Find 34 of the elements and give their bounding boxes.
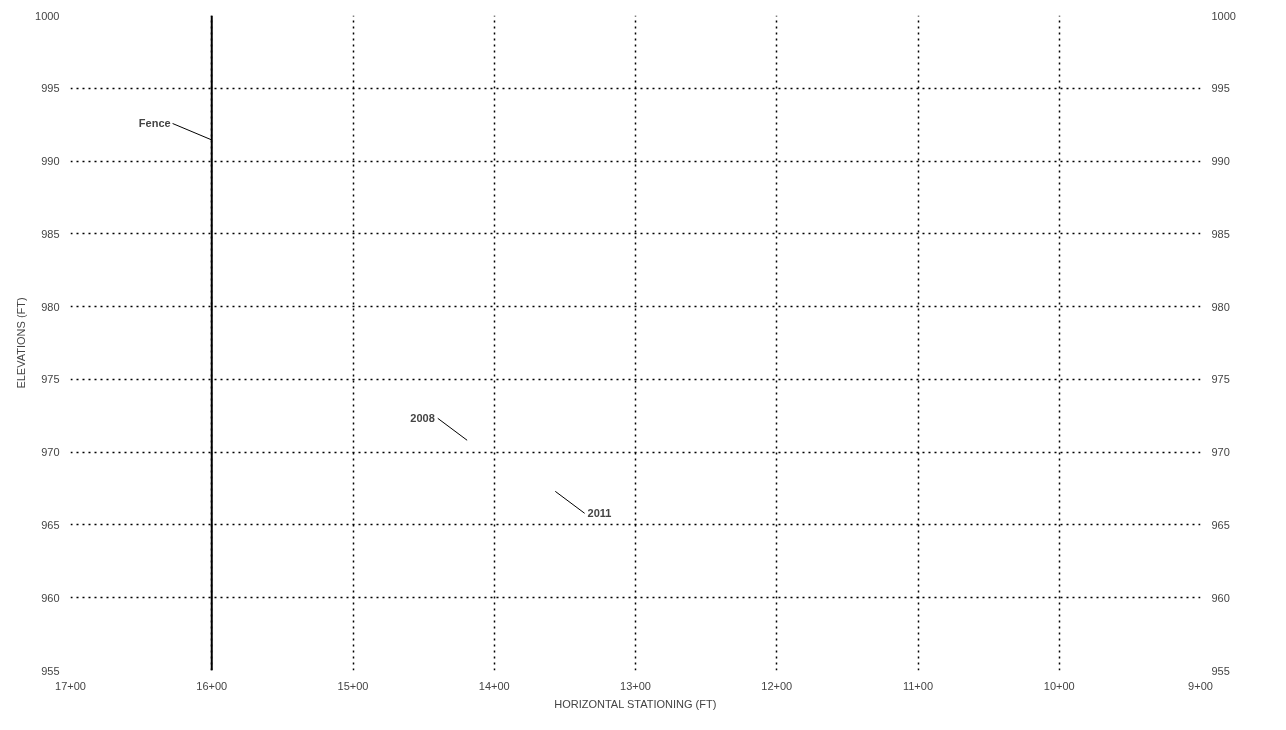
y-tick-label: 995 [41,82,60,95]
y2-tick-label: 965 [1211,518,1230,531]
x-tick-label: 13+00 [620,679,651,692]
y-tick-label: 1000 [35,9,60,22]
y-tick-label: 970 [41,446,60,459]
x-tick-label: 11+00 [902,679,934,692]
y-tick-label: 985 [41,227,60,240]
y2-tick-label: 975 [1211,373,1230,386]
y2-tick-label: 955 [1211,664,1230,677]
x-axis-title: HORIZONTAL STATIONING (FT) [554,697,717,710]
x-tick-label: 9+00 [1188,679,1213,692]
x-tick-label: 10+00 [1043,679,1075,692]
y-tick-label: 990 [41,155,60,168]
ref-line-label: Fence [138,117,171,130]
y2-tick-label: 990 [1211,155,1230,168]
y2-tick-label: 1000 [1211,9,1236,22]
y2-tick-label: 970 [1211,446,1230,459]
y2-tick-label: 980 [1211,300,1230,313]
x-tick-label: 16+00 [196,679,228,692]
y-axis-title: ELEVATIONS (FT) [15,297,28,389]
y-tick-label: 980 [41,300,60,313]
x-tick-label: 15+00 [337,679,369,692]
x-tick-label: 17+00 [55,679,86,692]
annotation: 2008 [410,412,435,425]
y2-tick-label: 960 [1211,591,1230,604]
y-tick-label: 960 [41,591,60,604]
y2-tick-label: 995 [1211,82,1230,95]
y-tick-label: 955 [41,664,60,677]
x-tick-label: 14+00 [478,679,510,692]
y-tick-label: 965 [41,518,60,531]
y2-tick-label: 985 [1211,227,1230,240]
y-tick-label: 975 [41,373,60,386]
x-tick-label: 12+00 [761,679,793,692]
annotation: 2011 [587,507,612,520]
